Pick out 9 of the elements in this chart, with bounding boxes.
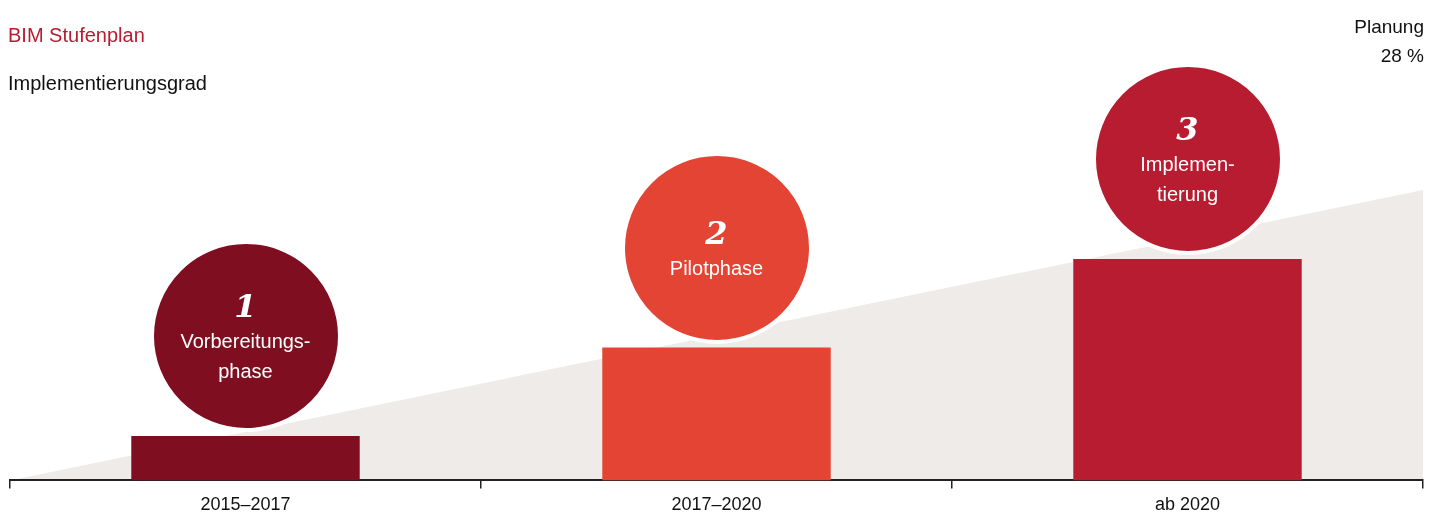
x-tick-label: 2015–2017 (200, 494, 291, 515)
chart-subtitle: Implementierungsgrad (8, 72, 207, 95)
text: Planung 28 % (1354, 15, 1424, 68)
annotation: Vorbereitungs- phase (180, 329, 311, 385)
x-tick-label: 2017–2020 (671, 494, 762, 515)
annotation: 1 (234, 286, 257, 327)
annotation: Pilotphase (669, 255, 764, 281)
x-tick-label: ab 2020 (1154, 494, 1221, 515)
chart-title: BIM Stufenplan (8, 24, 145, 47)
